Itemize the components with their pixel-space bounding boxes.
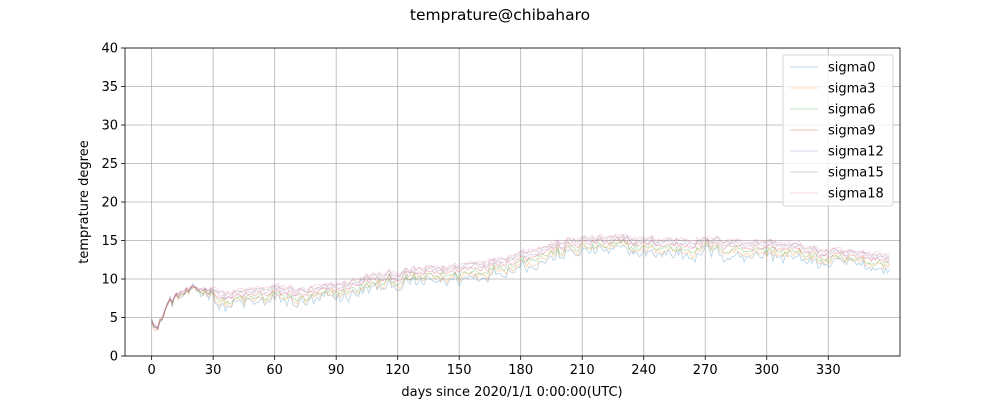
legend-label-sigma3: sigma3	[828, 82, 876, 97]
series-line-sigma3	[151, 241, 891, 332]
y-tick-label: 40	[101, 42, 118, 57]
x-axis-label: days since 2020/1/1 0:00:00(UTC)	[401, 385, 622, 400]
x-tick-label: 0	[148, 363, 156, 378]
series-line-sigma15	[151, 234, 891, 331]
x-tick-label: 300	[754, 363, 779, 378]
y-tick-label: 15	[101, 234, 118, 249]
y-tick-label: 35	[101, 80, 118, 95]
legend: sigma0 sigma3 sigma6 sigma9 sigma12 sigma15 si…	[782, 54, 894, 207]
legend-label-sigma18: sigma18	[828, 187, 884, 202]
x-tick-label: 60	[266, 363, 283, 378]
y-tick-label: 25	[101, 157, 118, 172]
x-tick-label: 120	[385, 363, 410, 378]
y-axis-label: temprature degree	[77, 140, 92, 263]
series-line-sigma9	[151, 237, 891, 331]
y-axis: 0 5 10 15 20 25 30 35 40	[101, 42, 125, 365]
series-line-sigma6	[151, 238, 891, 329]
y-tick-label: 5	[110, 311, 118, 326]
x-tick-label: 270	[693, 363, 718, 378]
y-tick-label: 30	[101, 119, 118, 134]
x-tick-label: 210	[570, 363, 595, 378]
legend-label-sigma6: sigma6	[828, 103, 876, 118]
series-line-sigma12	[151, 236, 890, 331]
x-tick-label: 330	[816, 363, 841, 378]
x-axis: 0 30 60 90 120 150 180 210 240 270 300 330	[148, 356, 841, 378]
legend-label-sigma12: sigma12	[828, 145, 884, 160]
x-tick-label: 30	[205, 363, 222, 378]
legend-label-sigma15: sigma15	[828, 166, 884, 181]
x-tick-label: 90	[328, 363, 345, 378]
series-line-sigma18	[151, 232, 891, 330]
y-tick-label: 20	[101, 196, 118, 211]
y-tick-label: 10	[101, 273, 118, 288]
legend-box	[782, 54, 894, 207]
series-line-sigma0	[151, 244, 891, 329]
x-tick-label: 150	[447, 363, 472, 378]
legend-label-sigma0: sigma0	[828, 61, 876, 76]
legend-label-sigma9: sigma9	[828, 124, 876, 139]
series-lines	[151, 232, 891, 332]
y-tick-label: 0	[110, 350, 118, 365]
x-tick-label: 240	[631, 363, 656, 378]
x-tick-label: 180	[508, 363, 533, 378]
chart-title: temprature@chibaharo	[410, 6, 590, 24]
